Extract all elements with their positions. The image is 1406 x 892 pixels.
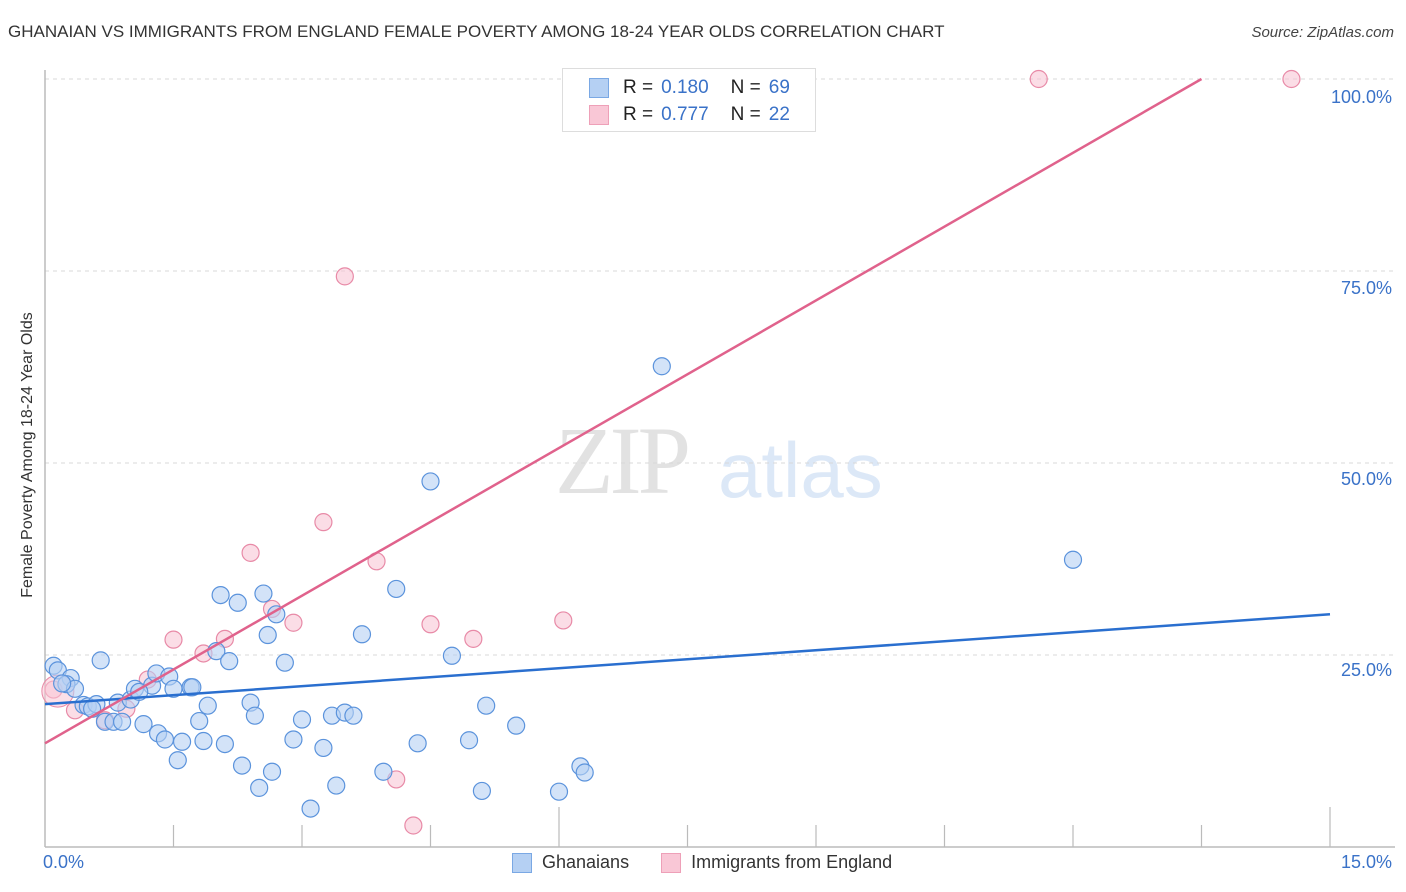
data-point	[404, 816, 423, 835]
data-point	[258, 625, 277, 645]
blue-swatch-icon	[589, 78, 609, 98]
data-point	[575, 763, 594, 782]
data-point	[292, 710, 312, 729]
data-point	[335, 267, 354, 286]
data-point	[228, 593, 247, 612]
data-point	[245, 706, 264, 725]
data-point	[1282, 69, 1301, 89]
x-tick-0: 0.0%	[43, 852, 85, 872]
data-point	[168, 751, 187, 770]
data-point	[164, 630, 183, 649]
data-point	[459, 731, 479, 750]
trendline-immigrants-from-england	[44, 77, 1203, 745]
watermark-atlas: atlas	[718, 426, 883, 514]
data-point	[232, 756, 252, 775]
data-point	[284, 613, 303, 632]
data-point	[194, 731, 213, 751]
data-point	[1029, 69, 1048, 89]
series-immigrants-from-england	[41, 69, 1301, 835]
y-tick-50: 50.0%	[1340, 469, 1392, 489]
data-point	[275, 653, 294, 672]
data-point	[215, 734, 234, 754]
data-point	[190, 711, 209, 731]
data-point	[220, 652, 239, 671]
y-axis-label: Female Poverty Among 18-24 Year Olds	[19, 312, 36, 598]
data-point	[250, 778, 269, 797]
data-point	[477, 696, 496, 715]
correlation-legend: R = 0.180 N = 69 R = 0.777 N = 22	[562, 68, 816, 132]
y-tick-100: 100.0%	[1330, 87, 1392, 107]
data-point	[442, 646, 462, 665]
data-point	[327, 776, 346, 795]
data-point	[284, 730, 303, 749]
n-label: N =	[730, 77, 761, 98]
y-tick-75: 75.0%	[1340, 278, 1392, 298]
axes	[44, 70, 1395, 848]
r-value: 0.180	[661, 77, 709, 98]
legend-row-ghanaians: R = 0.180 N = 69	[589, 77, 790, 99]
data-point	[112, 712, 132, 731]
x-tick-marks	[172, 807, 1331, 847]
data-point	[507, 716, 526, 735]
n-value: 22	[768, 104, 790, 125]
data-point	[301, 799, 320, 818]
data-point	[172, 732, 192, 751]
data-point	[421, 472, 440, 491]
data-point	[314, 513, 333, 532]
data-point	[262, 762, 282, 781]
trendline-ghanaians	[44, 613, 1331, 706]
data-point	[374, 762, 393, 781]
data-point	[352, 625, 372, 644]
x-tick-15: 15.0%	[1340, 852, 1392, 872]
gridlines	[45, 78, 1395, 656]
source-label: Source: ZipAtlas.com	[1251, 24, 1394, 41]
blue-swatch-icon	[512, 852, 532, 873]
data-point	[134, 715, 153, 734]
data-point	[53, 674, 72, 693]
series-ghanaians	[44, 357, 1083, 818]
data-point	[314, 738, 333, 758]
data-point	[1063, 550, 1083, 569]
data-point	[387, 579, 406, 599]
data-point	[344, 706, 363, 725]
data-point	[421, 615, 440, 634]
y-tick-25: 25.0%	[1340, 660, 1392, 680]
data-point	[254, 584, 273, 603]
watermark-zip: ZIP	[555, 407, 691, 514]
n-value: 69	[768, 77, 790, 98]
legend-row-immigrants-from-england: R = 0.777 N = 22	[589, 104, 790, 126]
legend-item-immigrants-from-england: Immigrants from England	[661, 852, 892, 873]
data-point	[652, 357, 671, 376]
pink-swatch-icon	[661, 852, 682, 873]
data-point	[241, 543, 260, 562]
r-label: R =	[623, 104, 654, 125]
legend-label: Immigrants from England	[691, 852, 893, 872]
data-point	[83, 699, 102, 718]
legend-item-ghanaians: Ghanaians	[512, 852, 629, 873]
data-point	[211, 585, 230, 605]
data-point	[549, 782, 569, 801]
legend-label: Ghanaians	[542, 852, 630, 872]
data-point	[472, 781, 491, 801]
r-value: 0.777	[661, 104, 709, 125]
series-legend: Ghanaians Immigrants from England	[512, 852, 924, 873]
data-point	[183, 678, 202, 697]
data-point	[91, 651, 110, 670]
data-point	[155, 730, 175, 749]
data-point	[408, 734, 427, 753]
data-point	[198, 696, 217, 715]
pink-swatch-icon	[589, 105, 609, 125]
r-label: R =	[623, 77, 654, 98]
chart-title: GHANAIAN VS IMMIGRANTS FROM ENGLAND FEMA…	[8, 22, 945, 41]
data-point	[554, 611, 573, 630]
data-point	[464, 629, 483, 648]
n-label: N =	[730, 104, 761, 125]
